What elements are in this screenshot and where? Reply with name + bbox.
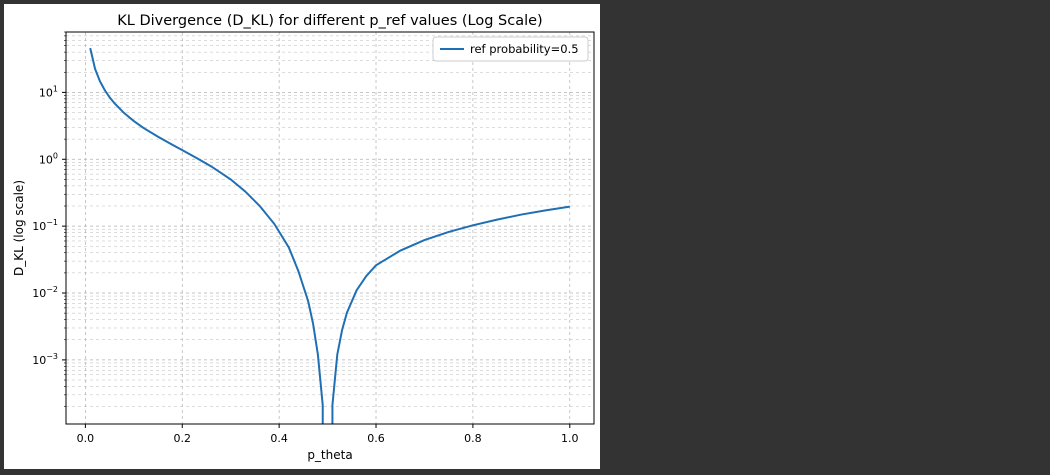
x-tick-label: 0.2 bbox=[174, 432, 192, 445]
y-axis-label: D_KL (log scale) bbox=[12, 180, 26, 276]
y-tick-label: 100 bbox=[39, 151, 58, 166]
x-tick-label: 0.8 bbox=[464, 432, 482, 445]
chart-svg: 0.0 0.2 0.4 0.6 0.8 1.0 101 100 10−1 10−2 10−3 KL… bbox=[12, 13, 595, 462]
x-axis-ticks: 0.0 0.2 0.4 0.6 0.8 1.0 bbox=[77, 424, 579, 445]
y-tick-label: 10−3 bbox=[32, 352, 58, 367]
series-line-ref-probability bbox=[89, 47, 570, 424]
x-tick-label: 0.4 bbox=[270, 432, 288, 445]
x-axis-label: p_theta bbox=[307, 448, 352, 462]
plot-area-frame bbox=[65, 31, 595, 425]
y-tick-label: 10−1 bbox=[32, 218, 58, 233]
legend: ref probability=0.5 bbox=[432, 36, 589, 62]
grid-lines bbox=[66, 31, 594, 424]
legend-box bbox=[432, 36, 589, 62]
x-tick-label: 0.6 bbox=[367, 432, 385, 445]
chart-title: KL Divergence (D_KL) for different p_ref… bbox=[117, 13, 542, 29]
y-tick-label: 101 bbox=[39, 84, 58, 99]
y-tick-label: 10−2 bbox=[32, 285, 58, 300]
y-axis-ticks: 101 100 10−1 10−2 10−3 bbox=[32, 31, 66, 407]
x-tick-label: 0.0 bbox=[77, 432, 95, 445]
chart-figure: 0.0 0.2 0.4 0.6 0.8 1.0 101 100 10−1 10−2 10−3 KL… bbox=[4, 4, 600, 469]
x-tick-label: 1.0 bbox=[561, 432, 579, 445]
legend-label: ref probability=0.5 bbox=[470, 42, 579, 56]
